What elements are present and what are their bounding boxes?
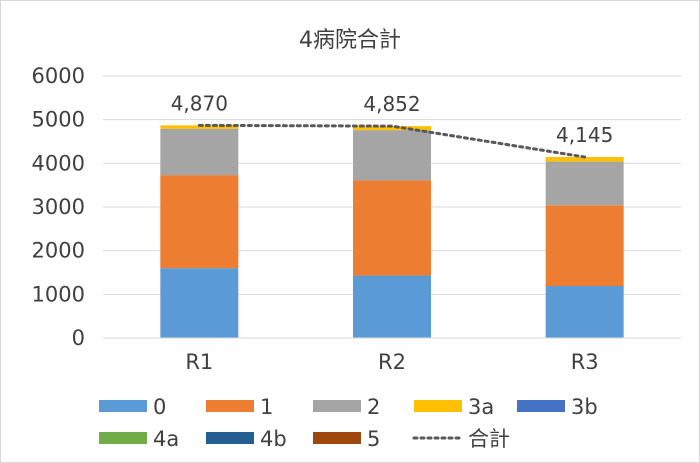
bar-segment-r2-series-0 <box>353 275 431 338</box>
legend-swatch <box>313 432 361 444</box>
legend-swatch <box>99 432 147 444</box>
legend-item: 4a <box>99 427 179 451</box>
legend: 0 1 2 3a 3b 4a 4b 5 合計 <box>99 395 598 451</box>
y-tick-label: 0 <box>72 326 85 350</box>
bar-segment-r1-series-0 <box>160 268 239 338</box>
legend-swatch <box>99 400 147 412</box>
x-category-label: R1 <box>185 350 213 374</box>
legend-label: 合計 <box>468 427 510 451</box>
legend-item: 2 <box>313 395 380 419</box>
y-tick-label: 6000 <box>32 64 85 88</box>
legend-swatch <box>517 400 565 412</box>
legend-label: 3a <box>468 395 494 419</box>
bar-segment-r3-series-0 <box>545 286 624 338</box>
bar-segment-r2-series-3a <box>353 126 431 131</box>
bar-segment-r2-series-1 <box>353 180 431 276</box>
y-axis-ticks: 0 1000 2000 3000 4000 5000 6000 <box>32 64 85 350</box>
x-category-label: R2 <box>378 350 406 374</box>
y-tick-label: 4000 <box>32 151 85 175</box>
bar-segment-r3-series-2 <box>545 161 624 206</box>
bar-segment-r1-series-3a <box>160 125 239 129</box>
legend-swatch <box>414 400 462 412</box>
legend-label: 5 <box>367 427 380 451</box>
legend-item: 1 <box>206 395 273 419</box>
legend-item: 5 <box>313 427 380 451</box>
bars <box>160 125 624 338</box>
legend-label: 0 <box>153 395 166 419</box>
y-tick-label: 3000 <box>32 195 85 219</box>
y-tick-label: 5000 <box>32 108 85 132</box>
legend-label: 2 <box>367 395 380 419</box>
total-line: 4,870 4,852 4,145 <box>171 91 613 159</box>
y-tick-label: 2000 <box>32 239 85 263</box>
legend-swatch <box>206 432 254 444</box>
legend-item: 4b <box>206 427 287 451</box>
chart-title: 4病院合計 <box>299 28 401 53</box>
bar-segment-r3-series-3a <box>545 157 624 162</box>
legend-label: 1 <box>260 395 273 419</box>
legend-item: 0 <box>99 395 166 419</box>
bar-segment-r2-series-2 <box>353 130 431 181</box>
legend-label: 4a <box>153 427 179 451</box>
legend-label: 3b <box>571 395 598 419</box>
x-axis-categories: R1 R2 R3 <box>185 350 598 374</box>
bar-segment-r1-series-2 <box>160 128 239 176</box>
y-tick-label: 1000 <box>32 282 85 306</box>
bar-segment-r1-series-1 <box>160 175 239 269</box>
total-series-line <box>197 123 587 159</box>
legend-swatch <box>313 400 361 412</box>
legend-item: 合計 <box>412 427 510 451</box>
legend-swatch <box>206 400 254 412</box>
legend-item: 3a <box>414 395 494 419</box>
bar-segment-r3-series-1 <box>545 205 624 287</box>
total-data-label: 4,145 <box>556 123 613 147</box>
legend-item: 3b <box>517 395 598 419</box>
legend-label: 4b <box>260 427 287 451</box>
total-data-label: 4,870 <box>171 91 228 115</box>
total-data-label: 4,852 <box>363 92 420 116</box>
x-category-label: R3 <box>571 350 599 374</box>
